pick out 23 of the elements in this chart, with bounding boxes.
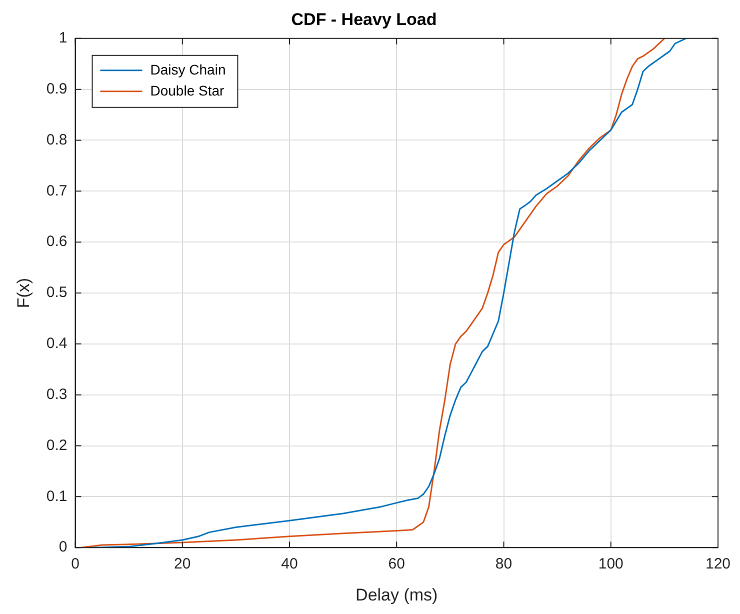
legend-label: Daisy Chain — [150, 61, 226, 78]
x-tick-label: 60 — [388, 556, 405, 573]
x-tick-label: 120 — [705, 556, 731, 573]
y-tick-label: 0.6 — [46, 233, 68, 250]
y-tick-label: 0.7 — [46, 182, 68, 200]
y-tick-label: 1 — [58, 30, 68, 47]
x-tick-label: 0 — [71, 556, 80, 573]
x-tick-label: 40 — [281, 556, 298, 573]
y-tick-label: 0.2 — [46, 436, 68, 454]
y-tick-label: 0.8 — [46, 131, 68, 148]
x-tick-label: 80 — [495, 556, 512, 573]
y-axis-title: F(x) — [14, 278, 33, 308]
chart-title: CDF - Heavy Load — [291, 10, 437, 29]
y-tick-label: 0.3 — [46, 386, 68, 403]
y-tick-label: 0 — [58, 538, 68, 556]
y-tick-label: 0.5 — [46, 284, 68, 302]
x-tick-label: 20 — [174, 556, 191, 573]
y-tick-label: 0.1 — [46, 488, 68, 505]
legend-label: Double Star — [150, 82, 225, 98]
x-axis-title: Delay (ms) — [356, 585, 438, 604]
x-tick-label: 100 — [598, 556, 624, 573]
y-tick-label: 0.4 — [46, 335, 68, 352]
y-tick-label: 0.9 — [46, 80, 68, 98]
